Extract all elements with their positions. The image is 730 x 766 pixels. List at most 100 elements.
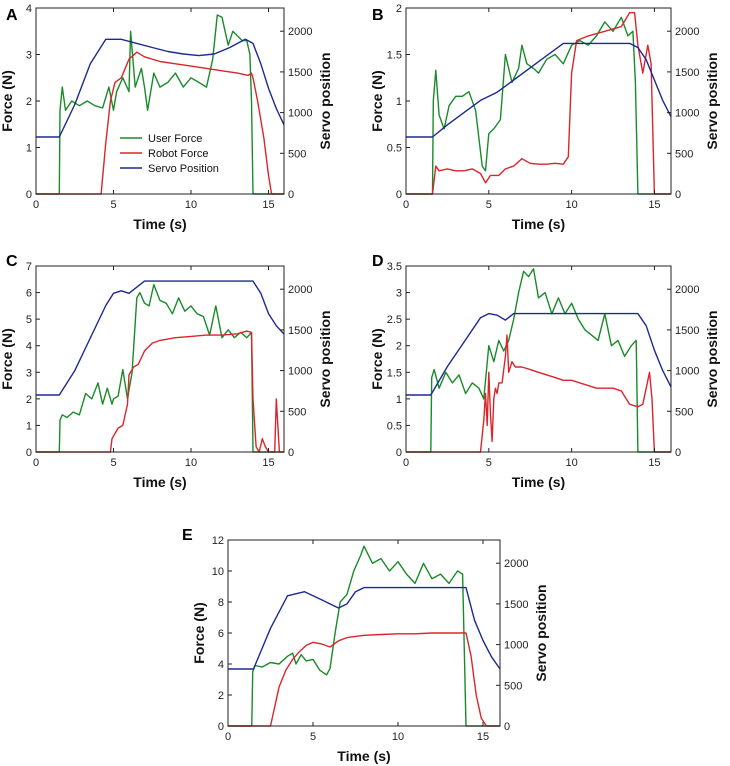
series-line-user	[36, 14, 284, 195]
x-tick-label: 0	[225, 731, 231, 743]
x-tick-label: 15	[648, 199, 660, 211]
y2-tick-label: 1000	[288, 366, 312, 378]
y-tick-label: 10	[212, 566, 224, 578]
y2-tick-label: 1000	[675, 366, 699, 378]
y-tick-label: 12	[212, 535, 224, 547]
x-axis-label: Time (s)	[512, 216, 565, 232]
y-tick-label: 3	[26, 367, 32, 379]
panel-letter: B	[372, 7, 384, 24]
x-tick-label: 15	[648, 457, 660, 469]
x-tick-label: 0	[33, 199, 39, 211]
x-tick-label: 0	[33, 457, 39, 469]
x-tick-label: 10	[566, 199, 578, 211]
y2-tick-label: 1500	[675, 325, 699, 337]
series-line-servo	[36, 280, 285, 396]
y2-tick-label: 500	[504, 680, 522, 692]
y2-axis-label: Servo position	[317, 52, 333, 149]
y-axis-label: Force (N)	[0, 70, 15, 131]
y-tick-label: 4	[218, 659, 224, 671]
panel-c: C 0 5 10 15 0 1 2 3 4 5 6 7 0 500 1000 1500 2000 Time (s) F…	[0, 253, 333, 490]
y2-tick-label: 0	[675, 189, 681, 201]
panel-e: E 0 5 10 15 0 2 4 6 8 10 12 0 500 1000 1500 2000 Time (s)…	[182, 527, 549, 764]
y2-tick-label: 2000	[288, 284, 312, 296]
y-tick-label: 2	[218, 690, 224, 702]
y2-axis-label: Servo position	[317, 310, 333, 407]
y-tick-label: 8	[218, 597, 224, 609]
x-axis-label: Time (s)	[133, 474, 186, 490]
y-tick-label: 0	[396, 447, 402, 459]
x-tick-label: 10	[185, 199, 197, 211]
x-tick-label: 15	[477, 731, 489, 743]
y-tick-label: 7	[26, 261, 32, 273]
y-tick-label: 2	[26, 96, 32, 108]
series-line-user	[406, 268, 671, 453]
x-axis-label: Time (s)	[512, 474, 565, 490]
y-tick-label: 2	[396, 341, 402, 353]
y-tick-label: 2.5	[387, 314, 402, 326]
plot-frame	[405, 265, 672, 453]
y2-axis-label: Servo position	[704, 310, 720, 407]
series-line-servo	[228, 586, 501, 670]
y-tick-label: 6	[26, 288, 32, 300]
x-axis-label: Time (s)	[133, 216, 186, 232]
y-tick-label: 1	[26, 420, 32, 432]
panel-a: A 0 5 10 15 0 1 2 3 4 0 500 1000 1500 2000 Time (s) Forc…	[0, 3, 333, 232]
y-tick-label: 1	[26, 143, 32, 155]
y2-tick-label: 0	[504, 721, 510, 733]
series-line-servo	[406, 312, 672, 396]
y-axis-label: Force (N)	[369, 328, 385, 389]
series-line-robot	[36, 330, 284, 453]
y2-tick-label: 500	[675, 406, 693, 418]
y2-tick-label: 1500	[675, 67, 699, 79]
y2-tick-label: 500	[288, 406, 306, 418]
y2-axis-label: Servo position	[704, 52, 720, 149]
y2-tick-label: 1000	[288, 108, 312, 120]
y2-tick-label: 2000	[675, 26, 699, 38]
plot-frame	[405, 7, 672, 195]
series-line-robot	[406, 11, 671, 195]
y-tick-label: 4	[26, 341, 32, 353]
y-tick-label: 1.5	[387, 367, 402, 379]
plot-frame	[35, 265, 285, 453]
y2-tick-label: 1000	[675, 108, 699, 120]
panel-letter: A	[6, 7, 18, 24]
y-tick-label: 6	[218, 628, 224, 640]
legend-label-robot: Robot Force	[148, 148, 209, 160]
panel-letter: D	[372, 253, 384, 270]
y-tick-label: 0	[26, 189, 32, 201]
y2-tick-label: 1500	[504, 599, 528, 611]
y-tick-label: 3	[396, 288, 402, 300]
series-line-user	[228, 545, 500, 727]
y-tick-label: 3	[26, 50, 32, 62]
x-tick-label: 0	[403, 457, 409, 469]
y-tick-label: 2	[26, 394, 32, 406]
y2-tick-label: 0	[288, 189, 294, 201]
x-tick-label: 5	[486, 457, 492, 469]
y-tick-label: 3.5	[387, 261, 402, 273]
x-tick-label: 15	[262, 199, 274, 211]
panel-letter: C	[6, 253, 18, 270]
series-line-user	[36, 283, 284, 453]
y-tick-label: 0	[26, 447, 32, 459]
legend-label-user: User Force	[148, 133, 202, 145]
legend-label-servo: Servo Position	[148, 163, 219, 175]
y-axis-label: Force (N)	[369, 70, 385, 131]
y-axis-label: Force (N)	[191, 602, 207, 663]
y2-tick-label: 0	[675, 447, 681, 459]
x-tick-label: 5	[110, 199, 116, 211]
series-line-robot	[36, 51, 284, 195]
y-axis-label: Force (N)	[0, 328, 15, 389]
x-tick-label: 10	[185, 457, 197, 469]
x-tick-label: 5	[310, 731, 316, 743]
y-tick-label: 0	[396, 189, 402, 201]
panel-d: D 0 5 10 15 0 0.5 1 1.5 2 2.5 3 3.5 0 500 1000 1500 2000 T…	[369, 253, 720, 490]
x-axis-label: Time (s)	[337, 748, 390, 764]
y2-tick-label: 1500	[288, 325, 312, 337]
legend: User Force Robot Force Servo Position	[120, 133, 219, 175]
y2-tick-label: 0	[288, 447, 294, 459]
x-tick-label: 10	[392, 731, 404, 743]
x-tick-label: 5	[110, 457, 116, 469]
y2-tick-label: 2000	[504, 558, 528, 570]
x-tick-label: 10	[566, 457, 578, 469]
